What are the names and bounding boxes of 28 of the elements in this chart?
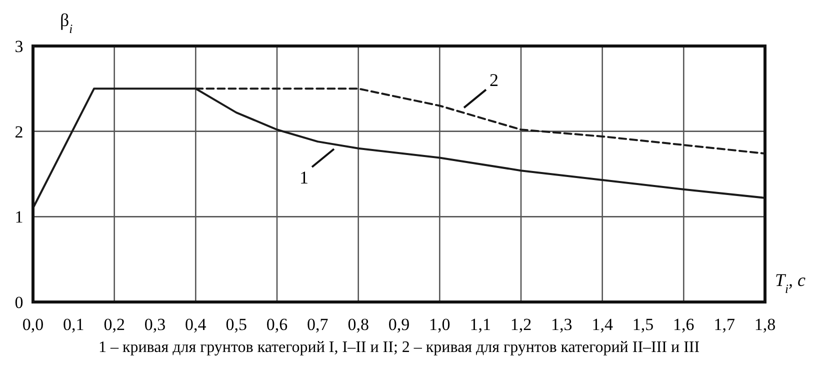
x-tick-label: 1,7 [714, 315, 736, 334]
x-tick-label: 1,0 [429, 315, 450, 334]
x-tick-label: 1,3 [551, 315, 572, 334]
x-tick-label: 0,9 [388, 315, 410, 334]
y-tick-label: 3 [14, 36, 24, 56]
x-tick-label: 1,6 [673, 315, 694, 334]
x-tick-label: 0,3 [144, 315, 166, 334]
x-axis-title: T$_{i}$, с [775, 270, 806, 296]
annotation: 2 [490, 70, 498, 90]
x-tick-label: 0,0 [22, 315, 44, 334]
x-tick-label: 1,5 [632, 315, 654, 334]
x-tick-label: 0,8 [348, 315, 369, 334]
text: 1 – кривая для грунтов категорий I, I–II и II; 2 – кривая для грунтов категорий II–III и III [98, 339, 700, 356]
x-tick-label: 1,4 [592, 315, 614, 334]
y-tick-label: 1 [14, 208, 24, 227]
y-tick-label: 0 [14, 292, 24, 312]
x-tick-label: 0,2 [104, 315, 125, 334]
x-tick-label: 0,4 [185, 315, 207, 334]
y-axis-title: β$_{i}$ [60, 10, 74, 36]
x-tick-label: 0,6 [266, 315, 288, 334]
x-tick-label: 0,1 [63, 315, 84, 334]
y-tick-label: 2 [14, 122, 24, 142]
x-tick-label: 1,2 [510, 315, 532, 334]
x-tick-label: 1,8 [754, 315, 776, 334]
x-tick-label: 0,5 [226, 315, 247, 334]
annotation: 1 [300, 167, 308, 188]
x-tick-label: 0,7 [307, 315, 329, 334]
x-tick-label: 1,1 [470, 315, 491, 334]
